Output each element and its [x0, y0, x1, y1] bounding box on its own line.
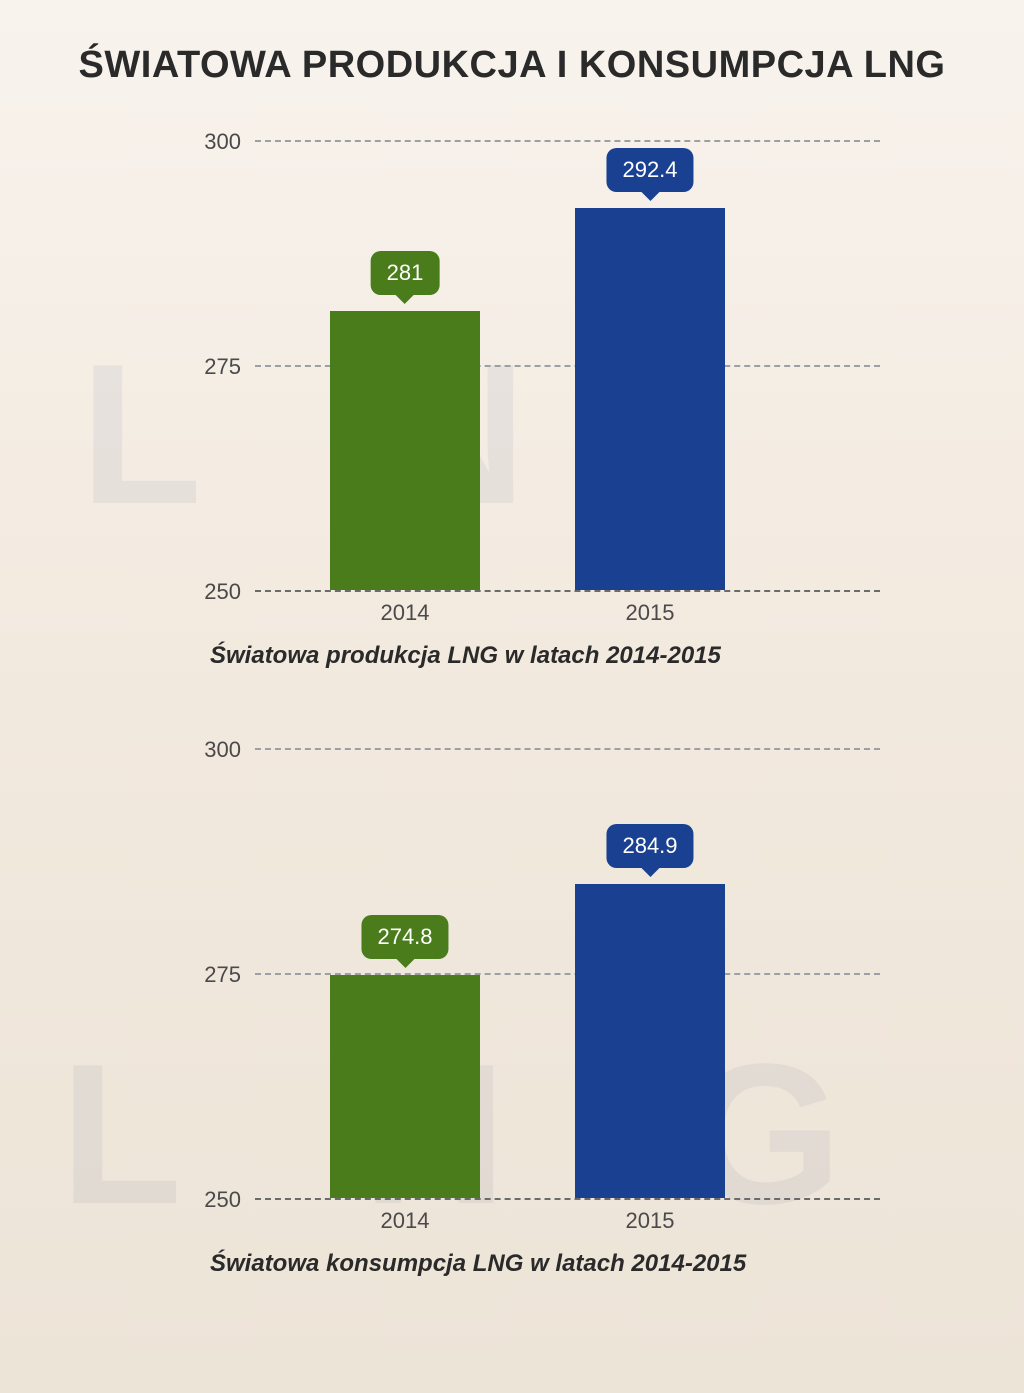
gridline-300: 300: [255, 140, 880, 142]
ytick-275-b: 275: [204, 962, 241, 988]
gridline-250: 250: [255, 590, 880, 592]
production-bar-2014: 281 2014: [330, 311, 480, 590]
consumption-xlabel-2015: 2015: [575, 1208, 725, 1234]
consumption-plot-area: 300 275 250 274.8 2014 284.9 2015: [255, 748, 880, 1198]
production-subtitle: Światowa produkcja LNG w latach 2014-201…: [210, 642, 900, 670]
consumption-bar-2014: 274.8 2014: [330, 975, 480, 1198]
consumption-value-2015: 284.9: [606, 824, 693, 868]
production-xlabel-2015: 2015: [575, 600, 725, 626]
consumption-chart: 300 275 250 274.8 2014 284.9 2015 Świato…: [120, 748, 900, 1278]
production-xlabel-2014: 2014: [330, 600, 480, 626]
production-value-2015: 292.4: [606, 148, 693, 192]
gridline-250-b: 250: [255, 1198, 880, 1200]
ytick-250-b: 250: [204, 1187, 241, 1213]
ytick-300: 300: [204, 129, 241, 155]
consumption-bar-2015: 284.9 2015: [575, 884, 725, 1198]
consumption-xlabel-2014: 2014: [330, 1208, 480, 1234]
consumption-value-2014: 274.8: [361, 915, 448, 959]
gridline-300-b: 300: [255, 748, 880, 750]
production-chart: 300 275 250 281 2014 292.4 2015 Światowa…: [120, 140, 900, 670]
page-title: ŚWIATOWA PRODUKCJA I KONSUMPCJA LNG: [0, 0, 1024, 87]
production-plot-area: 300 275 250 281 2014 292.4 2015: [255, 140, 880, 590]
consumption-subtitle: Światowa konsumpcja LNG w latach 2014-20…: [210, 1250, 900, 1278]
ytick-250: 250: [204, 579, 241, 605]
ytick-300-b: 300: [204, 737, 241, 763]
production-bar-2015: 292.4 2015: [575, 208, 725, 590]
production-value-2014: 281: [371, 251, 440, 295]
ytick-275: 275: [204, 354, 241, 380]
